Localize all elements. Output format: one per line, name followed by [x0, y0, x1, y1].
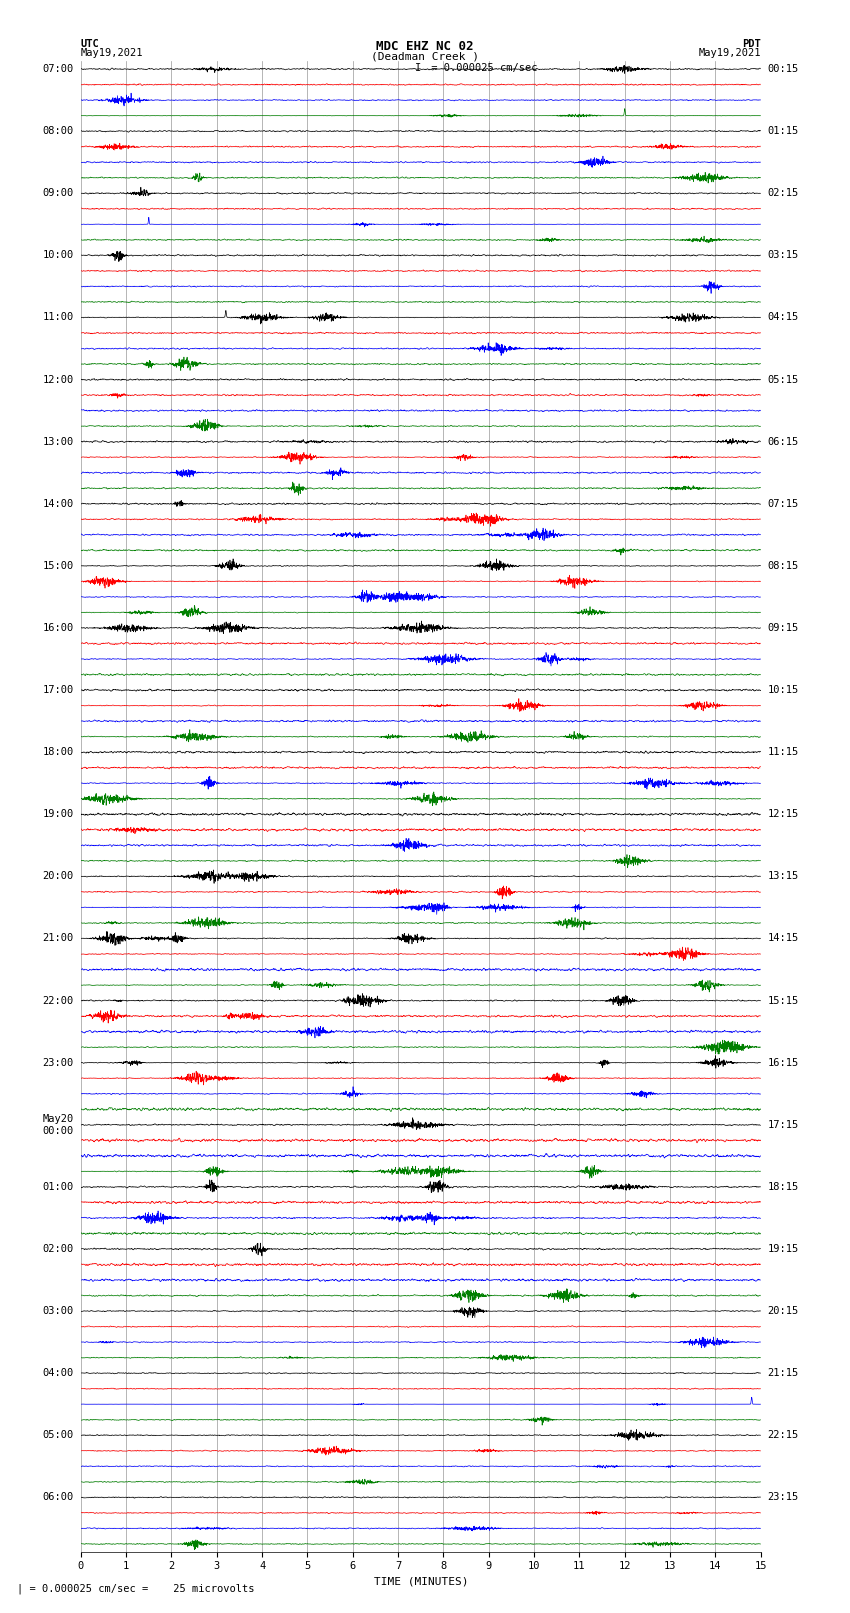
Text: 04:00: 04:00 [42, 1368, 74, 1378]
Text: 23:15: 23:15 [768, 1492, 799, 1502]
Text: 23:00: 23:00 [42, 1058, 74, 1068]
Text: 19:00: 19:00 [42, 810, 74, 819]
Text: 06:15: 06:15 [768, 437, 799, 447]
Text: 18:00: 18:00 [42, 747, 74, 756]
Text: 12:15: 12:15 [768, 810, 799, 819]
Text: 11:00: 11:00 [42, 313, 74, 323]
Text: 13:15: 13:15 [768, 871, 799, 881]
Text: 04:15: 04:15 [768, 313, 799, 323]
Text: 21:00: 21:00 [42, 934, 74, 944]
X-axis label: TIME (MINUTES): TIME (MINUTES) [373, 1578, 468, 1587]
Text: 08:00: 08:00 [42, 126, 74, 135]
Text: 10:15: 10:15 [768, 686, 799, 695]
Text: 14:15: 14:15 [768, 934, 799, 944]
Text: 11:15: 11:15 [768, 747, 799, 756]
Text: 20:15: 20:15 [768, 1307, 799, 1316]
Text: May19,2021: May19,2021 [81, 48, 144, 58]
Text: 22:15: 22:15 [768, 1431, 799, 1440]
Text: 03:15: 03:15 [768, 250, 799, 260]
Text: 07:00: 07:00 [42, 65, 74, 74]
Text: PDT: PDT [742, 39, 761, 48]
Text: 09:15: 09:15 [768, 623, 799, 632]
Text: 00:15: 00:15 [768, 65, 799, 74]
Text: 15:00: 15:00 [42, 561, 74, 571]
Text: 15:15: 15:15 [768, 995, 799, 1005]
Text: 01:15: 01:15 [768, 126, 799, 135]
Text: 20:00: 20:00 [42, 871, 74, 881]
Text: MDC EHZ NC 02: MDC EHZ NC 02 [377, 40, 473, 53]
Text: 17:00: 17:00 [42, 686, 74, 695]
Text: 16:00: 16:00 [42, 623, 74, 632]
Text: 17:15: 17:15 [768, 1119, 799, 1129]
Text: 18:15: 18:15 [768, 1182, 799, 1192]
Text: 09:00: 09:00 [42, 189, 74, 198]
Text: 05:00: 05:00 [42, 1431, 74, 1440]
Text: 13:00: 13:00 [42, 437, 74, 447]
Text: 03:00: 03:00 [42, 1307, 74, 1316]
Text: 22:00: 22:00 [42, 995, 74, 1005]
Text: UTC: UTC [81, 39, 99, 48]
Text: 10:00: 10:00 [42, 250, 74, 260]
Text: 06:00: 06:00 [42, 1492, 74, 1502]
Text: 12:00: 12:00 [42, 374, 74, 384]
Text: 16:15: 16:15 [768, 1058, 799, 1068]
Text: 01:00: 01:00 [42, 1182, 74, 1192]
Text: 08:15: 08:15 [768, 561, 799, 571]
Text: 02:15: 02:15 [768, 189, 799, 198]
Text: = 0.000025 cm/sec: = 0.000025 cm/sec [425, 63, 537, 73]
Text: 05:15: 05:15 [768, 374, 799, 384]
Text: May19,2021: May19,2021 [698, 48, 761, 58]
Text: 21:15: 21:15 [768, 1368, 799, 1378]
Text: 14:00: 14:00 [42, 498, 74, 508]
Text: | = 0.000025 cm/sec =    25 microvolts: | = 0.000025 cm/sec = 25 microvolts [17, 1582, 254, 1594]
Text: 07:15: 07:15 [768, 498, 799, 508]
Text: May20
00:00: May20 00:00 [42, 1115, 74, 1136]
Text: 02:00: 02:00 [42, 1244, 74, 1253]
Text: 19:15: 19:15 [768, 1244, 799, 1253]
Text: (Deadman Creek ): (Deadman Creek ) [371, 52, 479, 61]
Text: I: I [415, 63, 421, 73]
